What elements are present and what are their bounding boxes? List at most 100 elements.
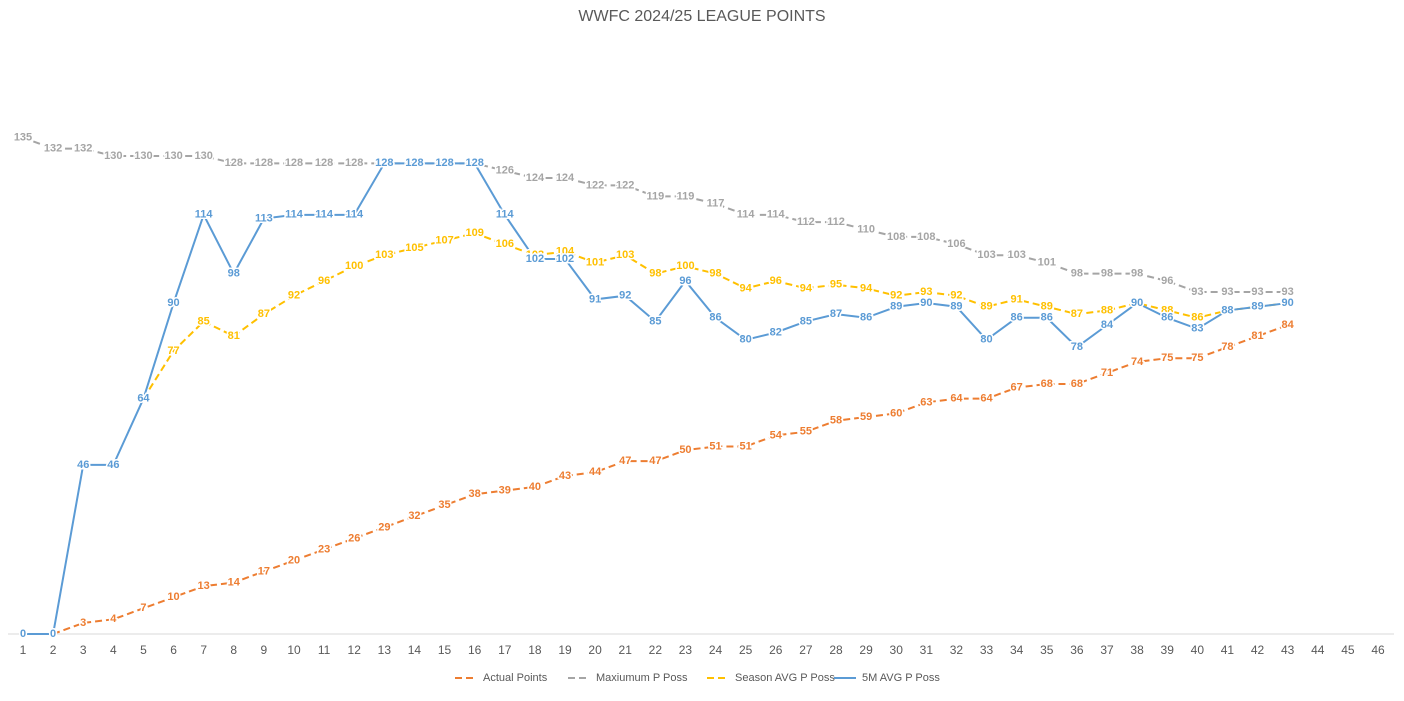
data-label: 59 — [860, 411, 872, 423]
x-tick-label: 4 — [110, 643, 117, 657]
data-label: 86 — [1041, 312, 1053, 324]
series-line — [22, 136, 1288, 294]
data-label: 92 — [288, 290, 300, 302]
data-label: 23 — [318, 543, 330, 555]
x-tick-label: 31 — [920, 643, 934, 657]
data-label: 14 — [228, 576, 241, 588]
x-tick-label: 7 — [200, 643, 207, 657]
legend-label: 5M AVG P Poss — [862, 672, 940, 684]
data-label: 89 — [980, 301, 992, 313]
data-label: 47 — [649, 455, 661, 467]
data-label: 89 — [1041, 301, 1053, 313]
legend-label: Season AVG P Poss — [735, 672, 835, 684]
data-label: 130 — [194, 150, 212, 162]
x-tick-label: 13 — [378, 643, 392, 657]
x-tick-label: 5 — [140, 643, 147, 657]
data-label: 17 — [258, 565, 270, 577]
data-label: 130 — [104, 150, 122, 162]
data-label: 80 — [740, 334, 752, 346]
data-label: 92 — [950, 290, 962, 302]
x-tick-label: 10 — [287, 643, 301, 657]
x-tick-label: 28 — [829, 643, 843, 657]
data-label: 119 — [646, 190, 664, 202]
x-tick-label: 45 — [1341, 643, 1355, 657]
x-tick-label: 23 — [679, 643, 693, 657]
data-label: 40 — [529, 481, 541, 493]
x-tick-label: 38 — [1130, 643, 1144, 657]
data-label: 108 — [917, 231, 935, 243]
data-label: 114 — [315, 209, 334, 221]
data-label: 58 — [830, 415, 842, 427]
data-label: 3 — [80, 617, 86, 629]
data-label: 92 — [890, 290, 902, 302]
x-tick-label: 6 — [170, 643, 177, 657]
x-tick-label: 21 — [619, 643, 633, 657]
data-label: 54 — [770, 429, 783, 441]
data-label: 93 — [1282, 286, 1294, 298]
data-label: 96 — [318, 275, 330, 287]
data-label: 114 — [195, 209, 214, 221]
data-label: 93 — [920, 286, 932, 298]
data-label: 98 — [1101, 268, 1113, 280]
x-tick-label: 25 — [739, 643, 753, 657]
data-label: 117 — [707, 198, 725, 210]
x-tick-label: 12 — [348, 643, 362, 657]
data-label: 86 — [860, 312, 872, 324]
data-label: 81 — [1251, 330, 1263, 342]
data-label: 46 — [77, 459, 89, 471]
data-label: 94 — [800, 282, 813, 294]
x-tick-label: 22 — [649, 643, 663, 657]
data-label: 102 — [556, 253, 574, 265]
data-label: 13 — [198, 580, 210, 592]
data-label: 87 — [258, 308, 270, 320]
data-label: 124 — [526, 172, 545, 184]
data-label: 128 — [405, 157, 423, 169]
data-label: 112 — [797, 216, 815, 228]
x-tick-label: 37 — [1100, 643, 1114, 657]
data-label: 105 — [405, 242, 423, 254]
chart-title: WWFC 2024/25 LEAGUE POINTS — [578, 8, 825, 25]
data-label: 109 — [465, 227, 483, 239]
series-line — [23, 162, 1288, 635]
data-label: 95 — [830, 279, 842, 291]
x-tick-label: 3 — [80, 643, 87, 657]
data-label: 4 — [110, 613, 117, 625]
data-label: 63 — [920, 396, 932, 408]
data-label: 68 — [1041, 378, 1053, 390]
data-label: 7 — [140, 602, 146, 614]
data-label: 128 — [345, 157, 363, 169]
data-label: 128 — [375, 157, 393, 169]
x-tick-label: 46 — [1371, 643, 1385, 657]
data-label: 128 — [285, 157, 303, 169]
data-label: 110 — [857, 223, 875, 235]
data-label: 98 — [649, 268, 661, 280]
data-label: 122 — [586, 179, 604, 191]
data-label: 86 — [1011, 312, 1023, 324]
data-label: 128 — [255, 157, 273, 169]
data-label: 71 — [1101, 367, 1113, 379]
data-label: 50 — [679, 444, 691, 456]
data-label: 84 — [1101, 319, 1114, 331]
data-label: 88 — [1221, 304, 1233, 316]
data-label: 64 — [950, 393, 963, 405]
data-label: 126 — [496, 165, 514, 177]
x-tick-label: 43 — [1281, 643, 1295, 657]
data-label: 96 — [1161, 275, 1173, 287]
x-tick-label: 44 — [1311, 643, 1325, 657]
x-tick-label: 27 — [799, 643, 813, 657]
data-label: 114 — [737, 209, 756, 221]
data-label: 128 — [435, 157, 453, 169]
data-label: 0 — [20, 628, 26, 640]
data-label: 128 — [465, 157, 483, 169]
data-label: 98 — [709, 268, 721, 280]
x-tick-label: 19 — [558, 643, 572, 657]
data-label: 26 — [348, 532, 360, 544]
data-label: 103 — [526, 249, 544, 261]
data-label: 101 — [1038, 257, 1056, 269]
data-label: 90 — [1282, 297, 1294, 309]
x-tick-label: 1 — [20, 643, 27, 657]
x-tick-label: 15 — [438, 643, 452, 657]
data-label: 44 — [589, 466, 602, 478]
series-line — [142, 232, 1288, 400]
data-label: 80 — [980, 334, 992, 346]
